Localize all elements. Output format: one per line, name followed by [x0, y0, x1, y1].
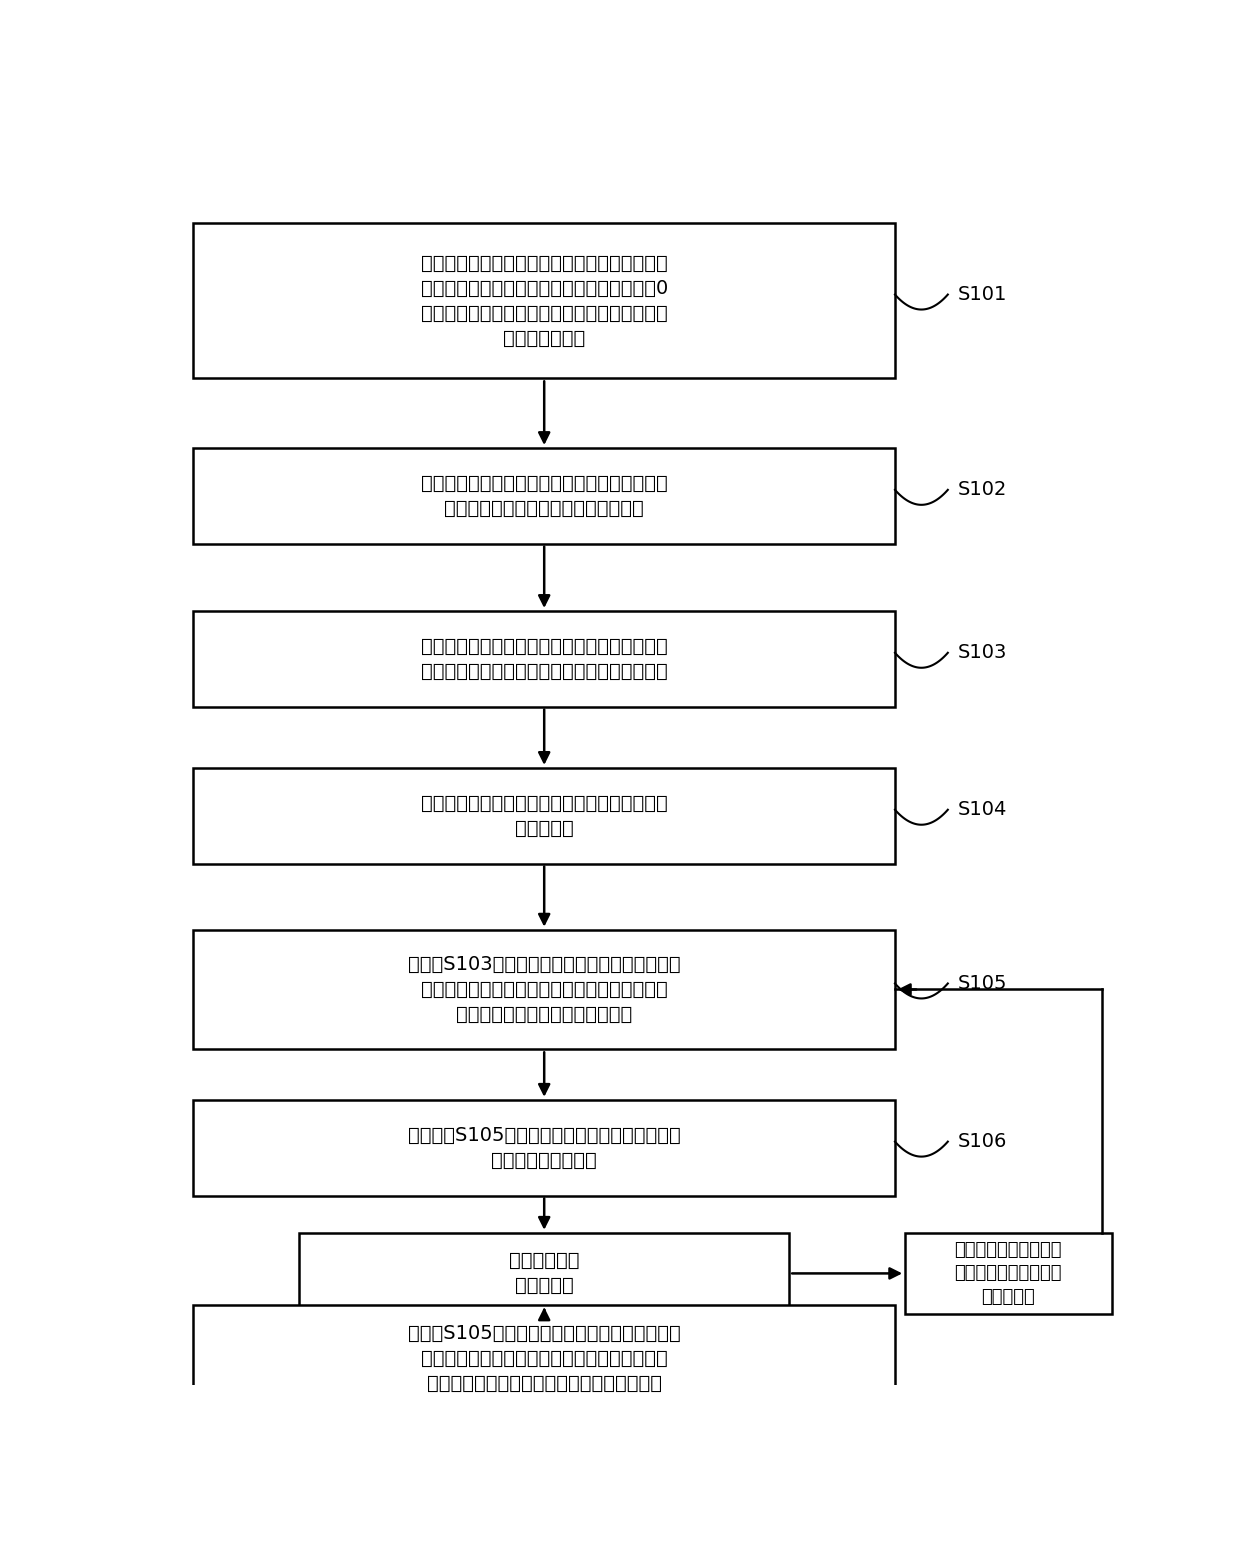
Bar [193, 1100, 895, 1195]
Text: 根据最小二乘模型，建立信号源位置估计的最优
化数学模型: 根据最小二乘模型，建立信号源位置估计的最优 化数学模型 [420, 794, 667, 837]
Text: 测向误差大于
或等于阈值: 测向误差大于 或等于阈值 [508, 1251, 579, 1296]
Text: S105: S105 [957, 974, 1007, 993]
Text: S101: S101 [957, 285, 1007, 303]
Text: 将步骤S105中求得的信号源的最优位置输出，并
输出对应的有效方位线集合所对应的测向站，标
注为短波测向数据集中信号源的最优选站方案: 将步骤S105中求得的信号源的最优位置输出，并 输出对应的有效方位线集合所对应的… [408, 1324, 681, 1393]
Text: 则将对应方位线进行删
除，更新信号源的有效
方位线集合: 则将对应方位线进行删 除，更新信号源的有效 方位线集合 [955, 1240, 1063, 1305]
Bar [193, 1304, 895, 1413]
Text: 对于步骤S105中求得的信号源的最优位置，计算
各测向站的测向误差: 对于步骤S105中求得的信号源的最优位置，计算 各测向站的测向误差 [408, 1125, 681, 1170]
Bar [193, 767, 895, 864]
Bar [193, 929, 895, 1049]
Bar [905, 1232, 1112, 1315]
Text: S106: S106 [957, 1133, 1007, 1151]
Text: S104: S104 [957, 800, 1007, 820]
Bar [193, 448, 895, 543]
Bar [193, 612, 895, 706]
Text: S102: S102 [957, 481, 1007, 499]
Bar [299, 1232, 789, 1315]
Text: 将步骤S103中求得的信号源的大概位置作为信赖
域算法的初值，按照信赖域算法迭代求解最优化
数学模型，得出信号源的最优位置: 将步骤S103中求得的信号源的大概位置作为信赖 域算法的初值，按照信赖域算法迭代… [408, 955, 681, 1024]
Text: 对于短波测向数据集中信号源，计算各测向站测
量的方位线的交叉点个数，删除交叉点个数为0
的劣质方位线，得到信号源的有效方位线集合及
有效方位角集合: 对于短波测向数据集中信号源，计算各测向站测 量的方位线的交叉点个数，删除交叉点个… [420, 254, 668, 347]
Text: 统计各测向站对于信号源的测向误差均值，校正
信号源对应有效方位角集合中各方位角: 统计各测向站对于信号源的测向误差均值，校正 信号源对应有效方位角集合中各方位角 [420, 475, 667, 518]
Text: 取信号源交叉点个数值最大的两条方位线相交，
按照三角形定位法则计算得到信号源的大概位置: 取信号源交叉点个数值最大的两条方位线相交， 按照三角形定位法则计算得到信号源的大… [420, 636, 667, 682]
Text: S103: S103 [957, 643, 1007, 663]
Bar [193, 223, 895, 378]
